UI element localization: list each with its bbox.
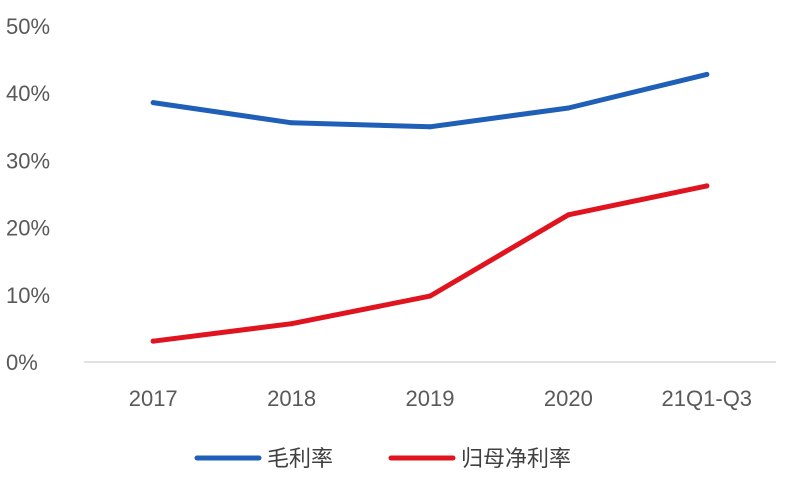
y-tick-label: 30% <box>6 148 50 173</box>
x-tick-label: 21Q1-Q3 <box>662 386 753 411</box>
data-point <box>565 212 571 218</box>
y-axis-ticks: 0% 10% 20% 30% 40% 50% <box>6 14 50 375</box>
data-point <box>704 71 710 77</box>
x-axis-ticks: 2017 2018 2019 2020 21Q1-Q3 <box>129 386 752 411</box>
legend-label-0: 毛利率 <box>267 447 333 472</box>
series-line-0 <box>150 71 710 130</box>
y-tick-label: 40% <box>6 81 50 106</box>
x-tick-label: 2019 <box>406 386 455 411</box>
legend: 毛利率 归母净利率 <box>194 447 571 472</box>
data-point <box>150 100 156 106</box>
data-point <box>565 105 571 111</box>
x-tick-label: 2018 <box>267 386 316 411</box>
data-point <box>289 321 295 327</box>
data-point <box>289 120 295 126</box>
data-point <box>427 293 433 299</box>
x-tick-label: 2017 <box>129 386 178 411</box>
data-point <box>704 183 710 189</box>
series-lines <box>150 71 710 344</box>
y-tick-label: 10% <box>6 283 50 308</box>
x-tick-label: 2020 <box>544 386 593 411</box>
data-point <box>150 338 156 344</box>
y-tick-label: 0% <box>6 350 38 375</box>
y-tick-label: 20% <box>6 216 50 241</box>
data-point <box>427 124 433 130</box>
legend-label-1: 归母净利率 <box>461 447 571 472</box>
y-tick-label: 50% <box>6 14 50 39</box>
series-line-1 <box>150 183 710 344</box>
